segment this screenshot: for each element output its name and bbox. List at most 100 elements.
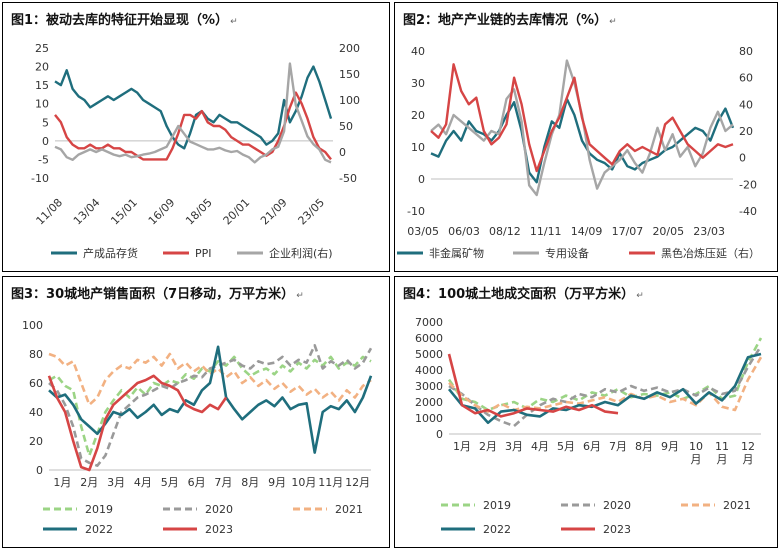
x-tick-label: 13/04 <box>71 196 103 228</box>
chart-3-title: 图3：30城地产销售面积（7日移动，万平方米） ↵ <box>11 283 304 302</box>
y-left-tick-label: -10 <box>31 172 49 185</box>
chart-2-svg: 40 30 20 10 0 -10 80 60 40 20 0 -20 -40 03/05 06/03 08/… <box>397 45 760 260</box>
series-line-企业利润(右) <box>54 62 332 164</box>
y-left-tick-label: 15 <box>35 79 49 92</box>
y-right-tick-label: 80 <box>739 45 753 58</box>
x-tick-label: 11/08 <box>34 196 66 228</box>
series-line-2020 <box>448 345 763 428</box>
y-tick-label: 2000 <box>415 396 443 409</box>
y-right-tick-label: -40 <box>739 205 757 218</box>
y-tick-label: 4000 <box>415 364 443 377</box>
y-left-tick-label: 30 <box>411 77 425 90</box>
series-line-专用设备 <box>430 59 734 197</box>
x-tick-label: 6月 <box>188 476 206 489</box>
y-tick-label: 7000 <box>415 316 443 329</box>
legend-label: 2023 <box>205 523 233 536</box>
y-left-tick-label: 0 <box>42 135 49 148</box>
x-tick-label: 08/12 <box>489 225 521 238</box>
series-line-2023 <box>447 353 619 418</box>
tick-line: 月 <box>691 453 702 466</box>
series-line-2022 <box>447 352 762 425</box>
y-left-tick-label: 10 <box>411 141 425 154</box>
y-right-tick-label: 50 <box>339 120 353 133</box>
legend-label: 产成品存货 <box>83 246 138 260</box>
x-tick-label: 20/01 <box>221 196 253 228</box>
y-right-tick-label: 40 <box>739 98 753 111</box>
y-left-tick-label: 0 <box>418 173 425 186</box>
y-right-tick-label: 200 <box>339 42 360 55</box>
y-tick-label: 0 <box>36 464 43 477</box>
x-tick-label: 23/03 <box>693 225 725 238</box>
x-tick-label: 5月 <box>161 476 179 489</box>
x-tick-label: 9月 <box>268 476 286 489</box>
y-tick-label: 80 <box>29 348 43 361</box>
x-tick-label: 2月 <box>80 476 98 489</box>
y-tick-label: 100 <box>22 319 43 332</box>
legend-label: 专用设备 <box>545 246 589 260</box>
x-tick-label: 6月 <box>583 440 601 453</box>
tick-line: 12 <box>741 440 755 453</box>
x-tick-label: 17/07 <box>612 225 644 238</box>
x-tick-label: 21/09 <box>258 196 290 228</box>
legend-label: PPI <box>195 247 212 260</box>
edit-mark-icon: ↵ <box>230 17 238 27</box>
tick-line: 月 <box>743 453 754 466</box>
series-line-2021 <box>448 356 763 413</box>
x-tick-label: 5月 <box>557 440 575 453</box>
y-right-tick-label: 150 <box>339 68 360 81</box>
x-tick-label: 3月 <box>107 476 125 489</box>
chart-1-title-text: 图1：被动去库的特征开始显现（%） <box>11 13 229 28</box>
series-line-2022 <box>48 345 373 454</box>
y-right-tick-label: 20 <box>739 125 753 138</box>
y-left-tick-label: 40 <box>411 45 425 58</box>
y-tick-label: 1000 <box>415 412 443 425</box>
tick-line: 月 <box>717 453 728 466</box>
chart-panel-3: 图3：30城地产销售面积（7日移动，万平方米） ↵ 100 80 60 40 20 0 1月 2… <box>2 276 390 548</box>
x-tick-label: 2月 <box>479 440 497 453</box>
legend-label: 2022 <box>85 523 113 536</box>
chart-2-title: 图2：地产产业链的去库情况（%） ↵ <box>403 9 617 28</box>
x-tick-label: 1月 <box>53 476 71 489</box>
x-tick-label: 9月 <box>661 440 679 453</box>
x-tick-label: 7月 <box>214 476 232 489</box>
x-tick-label: 16/09 <box>146 196 178 228</box>
x-tick-label: 1月 <box>453 440 471 453</box>
chart-panel-4: 图4：100城土地成交面积（万平方米） ↵ 7000 6000 5000 4000 300… <box>394 276 778 548</box>
series-line-2019 <box>48 355 372 457</box>
y-left-tick-label: 20 <box>35 61 49 74</box>
series-line-产成品存货 <box>54 65 333 150</box>
y-left-tick-label: 10 <box>35 98 49 111</box>
y-left-tick-label: 25 <box>35 42 49 55</box>
y-right-tick-label: -50 <box>339 172 357 185</box>
x-tick-label: 06/03 <box>448 225 480 238</box>
x-tick-label: 20/05 <box>652 225 684 238</box>
tick-line: 10 <box>689 440 703 453</box>
x-tick-label: 18/05 <box>183 196 215 228</box>
y-tick-label: 5000 <box>415 348 443 361</box>
legend-label: 2023 <box>603 523 631 536</box>
series-line-2019 <box>447 337 763 412</box>
y-tick-label: 3000 <box>415 380 443 393</box>
series-line-2023 <box>47 374 228 472</box>
legend-label: 企业利润(右) <box>269 246 333 260</box>
y-tick-label: 60 <box>29 377 43 390</box>
edit-mark-icon: ↵ <box>636 291 644 301</box>
x-tick-label: 12月 <box>345 476 370 489</box>
y-right-tick-label: 0 <box>339 146 346 159</box>
legend-label: 2021 <box>723 499 751 512</box>
x-tick-label: 03/05 <box>407 225 439 238</box>
chart-4-title-text: 图4：100城土地成交面积（万平方米） <box>403 287 635 302</box>
x-tick-label: 11月 <box>318 476 343 489</box>
y-tick-label: 20 <box>29 435 43 448</box>
legend-label: 非金属矿物 <box>429 246 484 260</box>
x-tick-label: 7月 <box>609 440 627 453</box>
edit-mark-icon: ↵ <box>296 291 304 301</box>
y-right-tick-label: 0 <box>739 152 746 165</box>
legend-label: 2019 <box>483 499 511 512</box>
chart-2-title-text: 图2：地产产业链的去库情况（%） <box>403 13 608 28</box>
y-right-tick-label: -20 <box>739 178 757 191</box>
y-right-tick-label: 100 <box>339 94 360 107</box>
legend-label: 2021 <box>335 503 363 516</box>
x-tick-label: 11/11 <box>530 225 562 238</box>
